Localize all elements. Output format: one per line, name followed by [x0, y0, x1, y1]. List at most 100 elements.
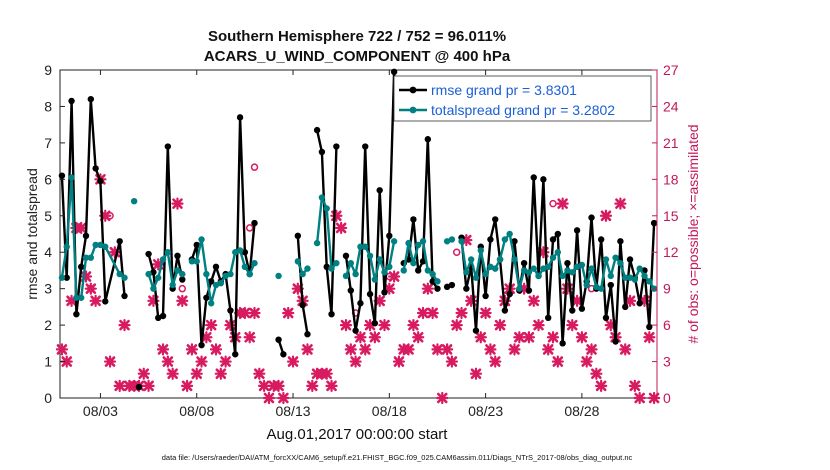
obs-assimilated-marker [643, 331, 656, 344]
totalspread-point [487, 263, 494, 270]
rmse-point [362, 143, 369, 150]
totalspread-point [376, 256, 383, 263]
legend-box [393, 75, 652, 122]
y-tick-right-label: 24 [663, 98, 679, 114]
obs-assimilated-marker [190, 367, 203, 380]
totalspread-point [246, 270, 253, 278]
obs-assimilated-marker [272, 379, 285, 392]
totalspread-point [203, 270, 210, 278]
totalspread-point [607, 272, 614, 280]
series-lines [58, 68, 658, 391]
rmse-point [636, 300, 643, 307]
rmse-point [559, 340, 566, 347]
rmse-point [198, 341, 205, 349]
totalspread-point [145, 270, 152, 278]
obs-assimilated-marker [527, 294, 540, 307]
y-tick-left-label: 1 [44, 354, 52, 370]
obs-assimilated-marker [551, 355, 564, 368]
rmse-point [588, 214, 595, 221]
totalspread-point [130, 198, 138, 205]
totalspread-point [415, 241, 422, 249]
totalspread-point [583, 281, 590, 289]
obs-assimilated-marker [407, 319, 420, 332]
rmse-point [164, 143, 172, 150]
rmse-point [415, 267, 422, 274]
obs-assimilated-marker [286, 355, 300, 368]
rmse-point [212, 263, 220, 270]
obs-assimilated-marker [542, 343, 555, 356]
obs-assimilated-marker [599, 209, 613, 222]
totalspread-point [520, 267, 528, 274]
totalspread-point [174, 267, 181, 274]
obs-assimilated-marker [137, 367, 150, 380]
obs-assimilated-marker [354, 331, 367, 344]
rmse-point [342, 252, 350, 260]
totalspread-point [472, 274, 480, 281]
obs-assimilated-marker [55, 343, 69, 356]
obs-assimilated-marker [484, 343, 497, 356]
obs-assimilated-marker [595, 379, 608, 392]
obs-assimilated-marker [344, 343, 357, 356]
rmse-line [147, 145, 184, 319]
obs-assimilated-marker [339, 319, 353, 332]
totalspread-point [405, 239, 412, 247]
totalspread-point [390, 238, 398, 245]
totalspread-point [400, 267, 407, 274]
rmse-point [617, 238, 624, 245]
obs-assimilated-marker [209, 343, 223, 356]
obs-assimilated-marker [243, 331, 256, 344]
totalspread-point [169, 281, 176, 289]
y-tick-right-label: 0 [663, 390, 671, 406]
totalspread-point [102, 243, 109, 250]
totalspread-point [636, 265, 643, 272]
obs-assimilated-marker [585, 343, 598, 356]
obs-assimilated-marker [349, 355, 362, 368]
rmse-point [381, 289, 388, 296]
rmse-point [275, 336, 282, 343]
rmse-point [150, 269, 157, 276]
totalspread-point [179, 270, 186, 278]
totalspread-point [352, 270, 359, 278]
rmse-point [482, 292, 489, 300]
obs-assimilated-marker [450, 319, 463, 332]
y-tick-right-label: 21 [663, 135, 679, 151]
rmse-point [646, 323, 653, 331]
totalspread-point [63, 243, 70, 250]
totalspread-point [371, 276, 379, 283]
totalspread-point [318, 194, 326, 201]
totalspread-point [73, 294, 80, 301]
rmse-point [323, 263, 330, 270]
rmse-point [622, 303, 629, 311]
totalspread-point [410, 259, 417, 267]
rmse-point [333, 143, 340, 150]
rmse-point [82, 232, 90, 240]
rmse-point [347, 287, 354, 294]
x-tick-label: 08/18 [372, 403, 407, 419]
y-tick-right-label: 27 [663, 62, 679, 78]
obs-assimilated-marker [431, 343, 444, 356]
totalspread-point [549, 254, 557, 261]
chart-title-line1: Southern Hemisphere 722 / 752 = 96.011% [208, 28, 506, 45]
rmse-point [116, 238, 123, 245]
obs-assimilated-marker [469, 367, 483, 380]
rmse-point [607, 281, 614, 289]
obs-assimilated-marker [75, 221, 88, 235]
totalspread-point [68, 174, 75, 181]
rmse-point [448, 281, 456, 289]
totalspread-point [622, 274, 629, 281]
obs-assimilated-marker [176, 294, 189, 307]
totalspread-point [477, 247, 484, 254]
totalspread-point [304, 265, 311, 272]
rmse-point [63, 274, 70, 281]
totalspread-point [641, 272, 648, 280]
rmse-point [366, 290, 374, 298]
totalspread-point [217, 280, 225, 287]
obs-assimilated-marker [205, 319, 218, 332]
rmse-point [650, 219, 658, 227]
rmse-point [92, 165, 99, 172]
x-tick-label: 08/13 [275, 403, 310, 419]
totalspread-point [150, 285, 157, 292]
rmse-line [403, 137, 439, 290]
totalspread-point [97, 241, 104, 249]
rmse-point [597, 236, 605, 243]
